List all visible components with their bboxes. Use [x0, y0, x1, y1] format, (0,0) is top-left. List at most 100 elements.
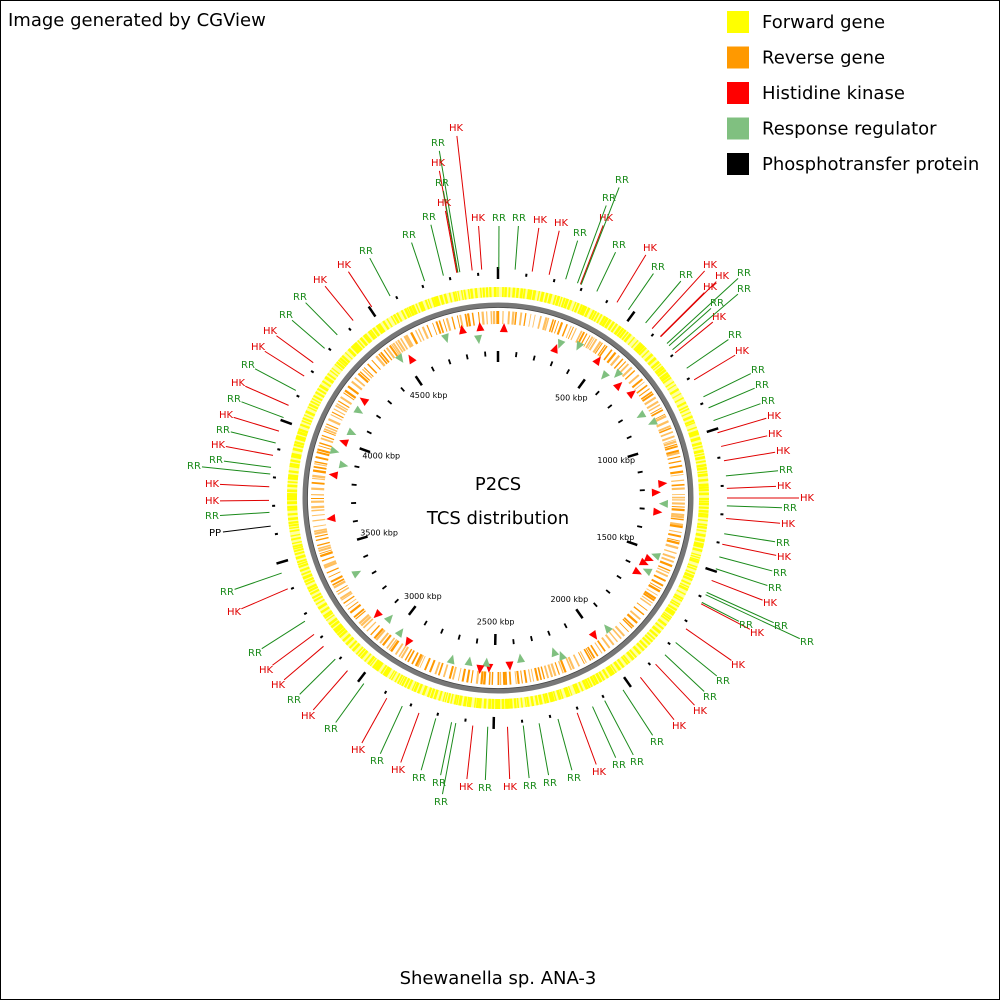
feature-label: HK: [437, 198, 452, 209]
forward-gene: [482, 287, 486, 298]
outer-tick: [579, 287, 583, 292]
leader-line: [645, 280, 682, 324]
leader-line: [442, 190, 459, 273]
reverse-gene: [317, 544, 331, 550]
forward-gene: [655, 366, 665, 375]
forward-gene: [468, 696, 473, 708]
forward-gene: [448, 292, 453, 303]
forward-gene: [309, 588, 320, 596]
reverse-gene: [403, 335, 412, 348]
forward-gene: [291, 540, 302, 545]
inner-tick: [515, 352, 518, 358]
reverse-gene: [579, 651, 587, 664]
reverse-gene: [392, 342, 402, 355]
tcs-feature: [383, 614, 393, 625]
forward-gene: [620, 656, 629, 666]
feature-label: RR: [773, 568, 787, 579]
feature-label: RR: [293, 292, 307, 303]
forward-gene: [530, 696, 535, 707]
reverse-gene: [548, 319, 555, 333]
forward-gene: [638, 639, 648, 649]
reverse-gene: [311, 509, 325, 512]
forward-gene: [657, 368, 667, 378]
forward-gene: [386, 318, 393, 328]
feature-label: HK: [431, 158, 446, 169]
forward-gene: [524, 697, 527, 708]
leader-line: [347, 271, 373, 308]
forward-gene: [325, 614, 335, 622]
forward-gene: [687, 563, 698, 569]
forward-gene: [537, 694, 543, 705]
forward-gene: [466, 696, 470, 707]
leader-line: [726, 505, 783, 509]
reverse-gene: [653, 413, 666, 421]
forward-gene: [297, 430, 308, 437]
reverse-gene: [333, 580, 346, 589]
reverse-gene: [312, 474, 326, 479]
tcs-feature: [636, 410, 647, 418]
tcs-feature: [651, 553, 661, 561]
leader-line: [312, 670, 348, 711]
feature-label: RR: [432, 778, 446, 789]
inner-tick: [375, 414, 382, 419]
forward-gene: [528, 289, 533, 300]
reverse-gene: [670, 470, 684, 475]
outer-tick: [706, 427, 719, 434]
forward-gene: [589, 675, 597, 686]
feature-label: RR: [370, 756, 384, 767]
reverse-gene: [470, 670, 474, 684]
forward-gene: [604, 318, 612, 329]
reverse-gene: [360, 615, 372, 627]
leader-line: [715, 568, 768, 587]
feature-label: HK: [337, 260, 352, 271]
inner-tick: [530, 635, 533, 642]
forward-gene: [679, 582, 690, 588]
forward-gene: [306, 583, 318, 590]
forward-gene: [697, 522, 708, 526]
tcs-feature: [658, 479, 668, 488]
reverse-gene: [466, 313, 472, 327]
forward-gene: [629, 649, 638, 658]
feature-label: RR: [761, 396, 775, 407]
forward-gene: [426, 687, 433, 698]
reverse-gene: [537, 667, 543, 681]
leader-line: [701, 601, 740, 622]
reverse-gene: [457, 667, 462, 681]
forward-gene: [362, 334, 372, 344]
leader-line: [557, 718, 573, 771]
forward-gene: [593, 312, 600, 322]
reverse-gene: [333, 408, 346, 416]
forward-gene: [696, 525, 708, 530]
forward-gene: [458, 695, 463, 706]
forward-gene: [316, 387, 327, 395]
feature-label: RR: [241, 360, 255, 371]
leader-line: [241, 588, 288, 610]
feature-label: RR: [602, 193, 616, 204]
forward-gene: [288, 523, 299, 527]
reverse-gene: [575, 330, 583, 343]
reverse-gene: [388, 344, 399, 357]
reverse-gene: [606, 351, 617, 364]
forward-gene: [598, 671, 606, 681]
reverse-gene: [394, 643, 404, 656]
forward-gene: [693, 543, 704, 549]
reverse-gene: [391, 343, 400, 356]
inner-tick: [423, 620, 428, 626]
leader-line: [576, 205, 607, 284]
inner-tick: [400, 386, 405, 392]
forward-gene: [548, 691, 554, 703]
forward-gene: [357, 648, 366, 658]
reverse-gene: [326, 423, 339, 430]
forward-gene: [685, 421, 696, 427]
reverse-gene: [669, 524, 683, 529]
reverse-gene: [339, 590, 352, 600]
inner-tick: [366, 430, 372, 435]
reverse-gene: [316, 451, 330, 457]
reverse-gene: [567, 656, 575, 670]
reverse-gene: [414, 653, 423, 667]
forward-gene: [696, 466, 708, 471]
reverse-gene: [520, 670, 523, 684]
reverse-gene: [650, 407, 662, 415]
inner-tick: [626, 540, 638, 547]
rings: [286, 287, 710, 710]
